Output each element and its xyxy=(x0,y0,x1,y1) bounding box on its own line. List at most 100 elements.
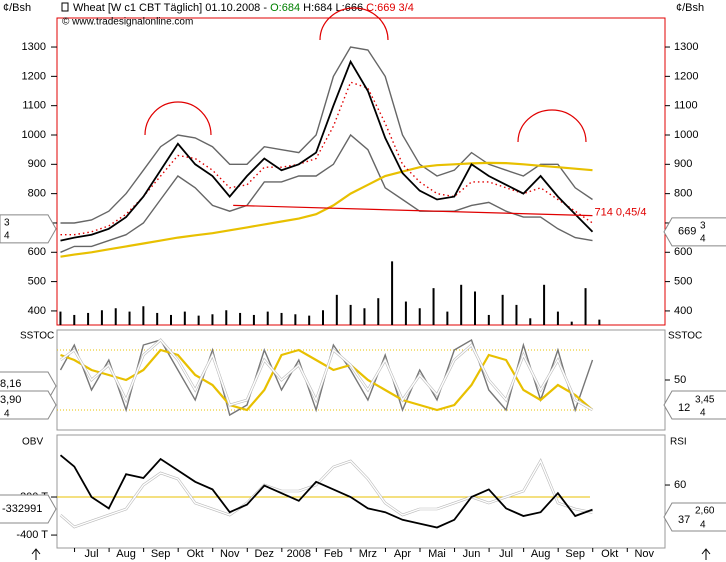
volume-bar xyxy=(570,321,573,325)
series-line xyxy=(60,59,594,242)
trendline-label: 714 0,45/4 xyxy=(594,207,646,219)
y-tick-label: 400 xyxy=(28,305,46,317)
series-line xyxy=(60,133,593,253)
value-label: 4 xyxy=(700,520,706,531)
last-price-den: 4 xyxy=(700,233,706,244)
x-tick-label: Nov xyxy=(634,548,654,560)
value-label: 37 xyxy=(678,514,690,526)
arc xyxy=(517,109,587,143)
volume-bar xyxy=(349,304,352,325)
value-label: 12 xyxy=(678,402,690,414)
y-tick-label: 1200 xyxy=(22,70,46,82)
volume-bar xyxy=(100,310,103,325)
y-tick-label: 600 xyxy=(28,246,46,258)
arc xyxy=(319,7,389,41)
x-tick-label: Dez xyxy=(254,548,274,560)
open: O:684 xyxy=(270,2,300,14)
y-axis-label-right: ¢/Bsh xyxy=(676,2,704,14)
arc xyxy=(144,101,212,136)
price-tag xyxy=(0,390,57,420)
volume-bar xyxy=(156,312,159,325)
y-tick-label-right: 500 xyxy=(674,276,692,288)
volume-bar xyxy=(487,314,490,325)
volume-bar xyxy=(556,311,559,325)
panel-title: RSI xyxy=(670,437,687,448)
volume-bar xyxy=(529,318,532,325)
volume-bar xyxy=(432,288,435,325)
volume-bar xyxy=(252,314,255,325)
last-price: 669 xyxy=(678,226,696,238)
x-tick-label: Sep xyxy=(151,548,171,560)
y2-tick-label: 60 xyxy=(674,479,686,491)
value-label: 4 xyxy=(4,409,10,420)
y-tick-label: 1100 xyxy=(22,100,46,112)
volume-bar xyxy=(142,306,145,325)
y-tick-label-right: 50 xyxy=(674,374,686,386)
value-label: 2,60 xyxy=(695,506,715,517)
high: H:684 xyxy=(303,2,332,14)
panel-title: SSTOC xyxy=(20,331,54,342)
x-tick-label: Okt xyxy=(601,548,618,560)
title: Wheat [W c1 CBT Täglich] 01.10.2008 - xyxy=(73,2,267,14)
volume-bar xyxy=(363,308,366,325)
x-tick-label: Jul xyxy=(85,548,99,560)
last-price-num: 3 xyxy=(700,220,706,231)
x-tick-label: Sep xyxy=(565,548,585,560)
volume-bar xyxy=(211,314,214,325)
value-label: 4 xyxy=(700,408,706,419)
x-tick-label: Apr xyxy=(394,548,411,560)
x-tick-label: Jul xyxy=(499,548,513,560)
volume-bar xyxy=(59,311,62,325)
y-tick-label-right: 600 xyxy=(674,246,692,258)
volume-bar xyxy=(239,312,242,325)
volume-bar xyxy=(391,261,394,325)
y-tick-label-right: 1200 xyxy=(674,70,698,82)
volume-bar xyxy=(460,284,463,325)
y-tick-label: 1000 xyxy=(22,129,46,141)
y-tick-label-right: 800 xyxy=(674,188,692,200)
x-tick-label: Mrz xyxy=(359,548,377,560)
value-label: 3,45 xyxy=(695,395,715,406)
volume-bar xyxy=(322,310,324,325)
volume-bar xyxy=(280,312,283,325)
arrows xyxy=(31,548,711,560)
y-tick-label: -400 T xyxy=(16,529,48,541)
y-axis-label: ¢/Bsh xyxy=(3,2,31,14)
y-tick-label-right: 400 xyxy=(674,305,692,317)
series-line xyxy=(60,339,593,411)
series-line xyxy=(60,348,594,412)
volume-bar xyxy=(87,312,90,325)
series-line xyxy=(60,459,593,528)
volume-bar xyxy=(308,315,311,325)
y-tick-label-right: 1300 xyxy=(674,41,698,53)
volume-bar xyxy=(446,311,449,325)
x-tick-label: Feb xyxy=(324,548,343,560)
price-tag xyxy=(663,502,726,532)
left-tag-num: 3 xyxy=(4,217,10,228)
x-tick-label: Jun xyxy=(463,548,481,560)
icon xyxy=(61,2,69,12)
volume-bar xyxy=(584,288,587,325)
price-tag xyxy=(663,217,726,247)
price-tag xyxy=(0,494,57,524)
series-line xyxy=(59,454,593,529)
series-line xyxy=(60,161,593,258)
volume-bar xyxy=(73,314,76,325)
value-label: 8,16 xyxy=(0,378,21,390)
volume-bar xyxy=(225,310,228,325)
obv-panel xyxy=(56,434,666,549)
y-tick-label: 1300 xyxy=(22,41,46,53)
volume-bar xyxy=(543,284,546,325)
source: © www.tradesignalonline.com xyxy=(62,17,193,28)
left-tag-den: 4 xyxy=(4,230,10,241)
y-tick-label-right: 1100 xyxy=(674,100,698,112)
volume-bar xyxy=(404,301,407,325)
series-line xyxy=(60,46,593,224)
x-tick-label: Aug xyxy=(531,548,551,560)
x-tick-label: Nov xyxy=(220,548,240,560)
y-tick-label: 500 xyxy=(28,276,46,288)
price-tag xyxy=(0,214,57,244)
volume-bar xyxy=(418,308,421,325)
volume-bar xyxy=(197,315,200,325)
x-tick-label: Mai xyxy=(428,548,446,560)
